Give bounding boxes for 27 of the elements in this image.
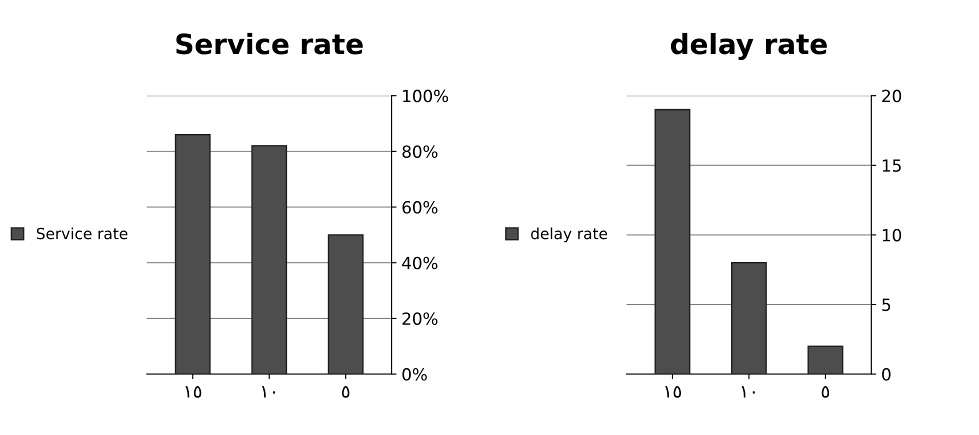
x-tick-label: ١٥ — [665, 386, 681, 398]
bar — [731, 262, 767, 374]
chart-title: Service rate — [176, 32, 363, 54]
x-tick-label: ١٠ — [262, 386, 276, 398]
y-tick-label: 100% — [403, 90, 448, 102]
bar — [808, 346, 844, 374]
chart-title: delay rate — [670, 32, 827, 60]
y-tick-label: 20 — [882, 90, 902, 102]
legend-label: delay rate — [531, 228, 608, 242]
legend-label: Service rate — [36, 228, 128, 240]
y-tick-label: 40% — [402, 256, 438, 270]
x-tick-label: ١٥ — [185, 386, 202, 398]
x-tick-label: ٥ — [822, 386, 830, 398]
y-tick-label: 15 — [882, 159, 901, 172]
y-tick-label: 0% — [402, 368, 427, 381]
y-tick-label: 60% — [402, 201, 438, 214]
y-tick-label: 20% — [402, 312, 438, 325]
y-tick-label: 80% — [402, 145, 438, 158]
y-tick-label: 0 — [882, 368, 891, 381]
bar — [174, 134, 211, 374]
x-tick-label: ١٠ — [742, 386, 755, 398]
x-tick-label: ٥ — [342, 386, 350, 398]
bar — [654, 108, 690, 374]
bar — [328, 234, 364, 374]
y-tick-label: 5 — [882, 298, 890, 312]
y-tick-label: 10 — [882, 228, 902, 242]
bar — [251, 145, 288, 374]
